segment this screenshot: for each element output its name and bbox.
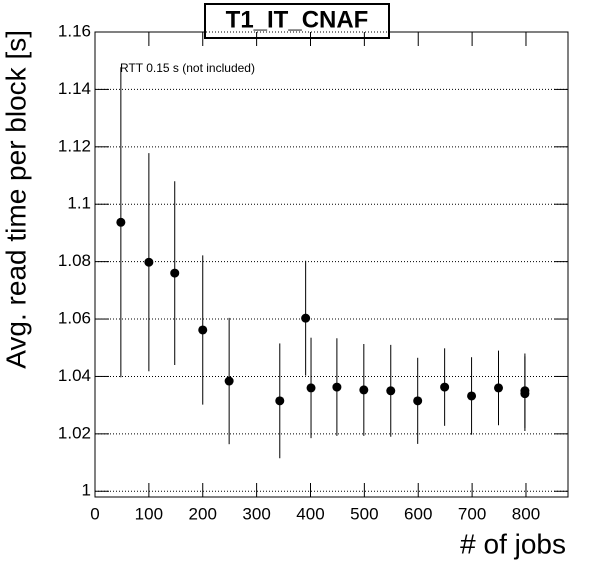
x-tick-label: 600 <box>404 504 432 523</box>
point <box>332 382 342 392</box>
point <box>116 217 126 227</box>
point <box>386 386 396 396</box>
point <box>144 257 154 267</box>
point <box>306 383 316 393</box>
point <box>520 389 530 399</box>
y-tick-label: 1.06 <box>58 309 91 328</box>
x-tick-label: 100 <box>135 504 163 523</box>
y-tick-label: 1.14 <box>58 79 91 98</box>
y-tick-label: 1.04 <box>58 366 91 385</box>
x-tick-label: 500 <box>350 504 378 523</box>
x-tick-label: 800 <box>512 504 540 523</box>
point <box>413 396 423 406</box>
y-tick-label: 1.1 <box>67 194 91 213</box>
x-tick-label: 200 <box>189 504 217 523</box>
x-tick-label: 400 <box>296 504 324 523</box>
x-axis-label: # of jobs <box>460 528 566 559</box>
point <box>494 383 504 393</box>
plot-frame <box>94 31 569 498</box>
point <box>440 382 450 392</box>
x-tick-label: 700 <box>458 504 486 523</box>
point <box>275 396 285 406</box>
point <box>301 313 311 323</box>
x-tick-label: 300 <box>242 504 270 523</box>
point <box>224 376 234 386</box>
point <box>198 325 208 335</box>
y-tick-label: 1.16 <box>58 21 91 40</box>
y-tick-label: 1.12 <box>58 136 91 155</box>
point <box>359 385 369 395</box>
y-axis-label: Avg. read time per block [s] <box>0 30 31 369</box>
point <box>170 268 180 278</box>
y-tick-label: 1.08 <box>58 251 91 270</box>
y-tick-label: 1.02 <box>58 423 91 442</box>
x-tick-label: 0 <box>90 504 99 523</box>
y-tick-label: 1 <box>82 481 91 500</box>
annotation: RTT 0.15 s (not included) <box>120 61 255 75</box>
chart-title: T1_IT_CNAF <box>226 6 369 33</box>
point <box>467 391 477 401</box>
